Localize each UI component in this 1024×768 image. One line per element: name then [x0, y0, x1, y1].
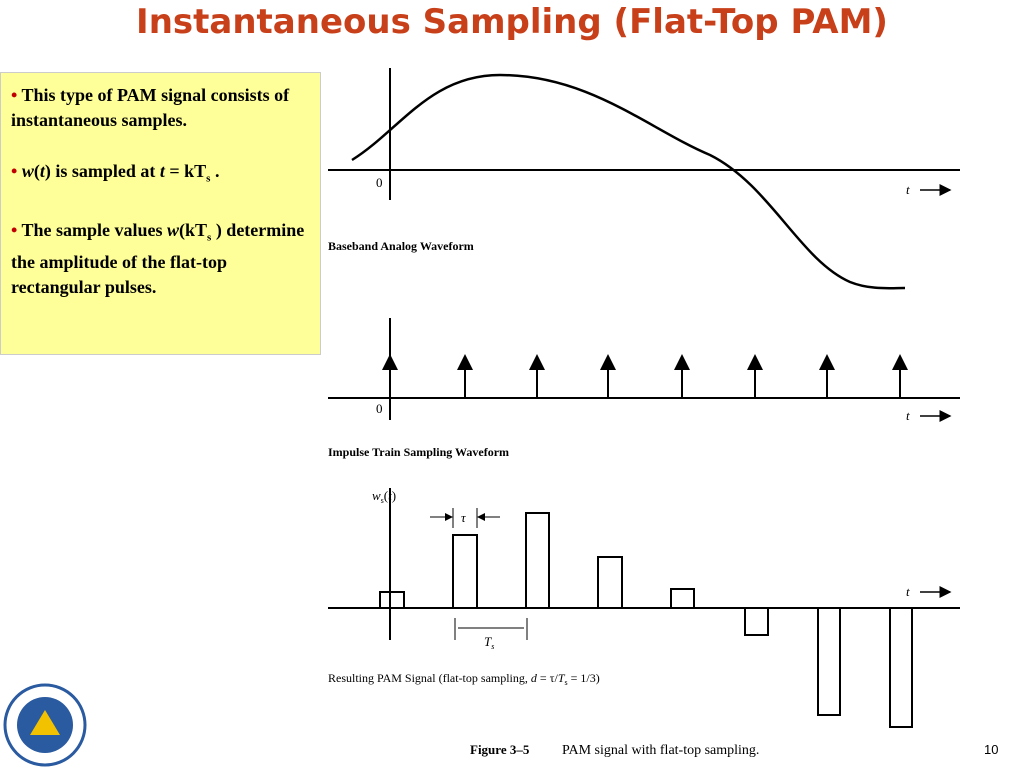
label-run: w	[372, 488, 381, 503]
bullet-text: t	[159, 161, 165, 181]
impulses	[382, 354, 908, 398]
bullet-text: (kT	[179, 219, 208, 240]
bullet-text: This type of PAM signal consists of inst…	[11, 85, 290, 130]
label-run: Resulting PAM Signal (flat-top sampling,	[328, 671, 531, 685]
bullet-text: .	[210, 161, 220, 181]
panel-label: Impulse Train Sampling Waveform	[328, 445, 509, 459]
figure-labels: 0 0 t t t Baseband Analog Waveform Impul…	[328, 175, 910, 758]
tau-label: τ	[461, 510, 467, 525]
label-run: s	[491, 642, 494, 651]
bullet-text: t	[39, 161, 45, 181]
label-run: T	[558, 671, 566, 685]
panel-label: Baseband Analog Waveform	[328, 239, 474, 253]
label-run: = 1/3)	[568, 671, 600, 685]
axis-label: 0	[376, 401, 383, 416]
bullet-text: w	[167, 219, 180, 240]
page-number: 10	[984, 742, 999, 757]
label-run: T	[484, 634, 492, 649]
ts-label: Ts	[484, 634, 494, 651]
panel-label: Resulting PAM Signal (flat-top sampling,…	[328, 671, 600, 687]
bullet-text: = kT	[164, 161, 207, 181]
bullet-text: The sample values	[21, 219, 167, 240]
label-run: s	[381, 496, 384, 505]
axis-label: 0	[376, 175, 383, 190]
bullet-text: (	[33, 161, 40, 181]
bullet: The sample values w(kTs ) determine the …	[11, 218, 314, 301]
logo	[3, 683, 87, 767]
label-run: = τ/	[537, 671, 559, 685]
bullet-text: ) determine the amplitude of the flat-to…	[11, 219, 305, 298]
slide-title: Instantaneous Sampling (Flat-Top PAM)	[136, 2, 888, 42]
bullet-text: w	[21, 161, 34, 181]
waveform	[351, 73, 906, 290]
caption-text: PAM signal with flat-top sampling.	[562, 743, 759, 758]
bullet-box: This type of PAM signal consists of inst…	[0, 72, 321, 355]
label-run: s	[565, 678, 568, 687]
axis-label: t	[906, 584, 910, 599]
bullet: This type of PAM signal consists of inst…	[11, 83, 314, 133]
bullet-text: s	[207, 231, 212, 244]
caption-number: Figure 3–5	[470, 742, 530, 757]
axis-label: t	[906, 182, 910, 197]
ws-label: ws(t)	[372, 488, 396, 505]
axis-label: t	[906, 408, 910, 423]
label-run: )	[392, 488, 396, 503]
figure-drawing	[328, 68, 960, 728]
bullet-text: ) is sampled at	[44, 161, 160, 181]
label-run: (	[384, 488, 388, 503]
label-run: t	[388, 488, 392, 503]
bullet-text: s	[206, 172, 211, 185]
pam-pulses	[379, 512, 913, 728]
label-run: d	[531, 671, 538, 685]
bullet: w(t) is sampled at t = kTs .	[11, 159, 314, 192]
